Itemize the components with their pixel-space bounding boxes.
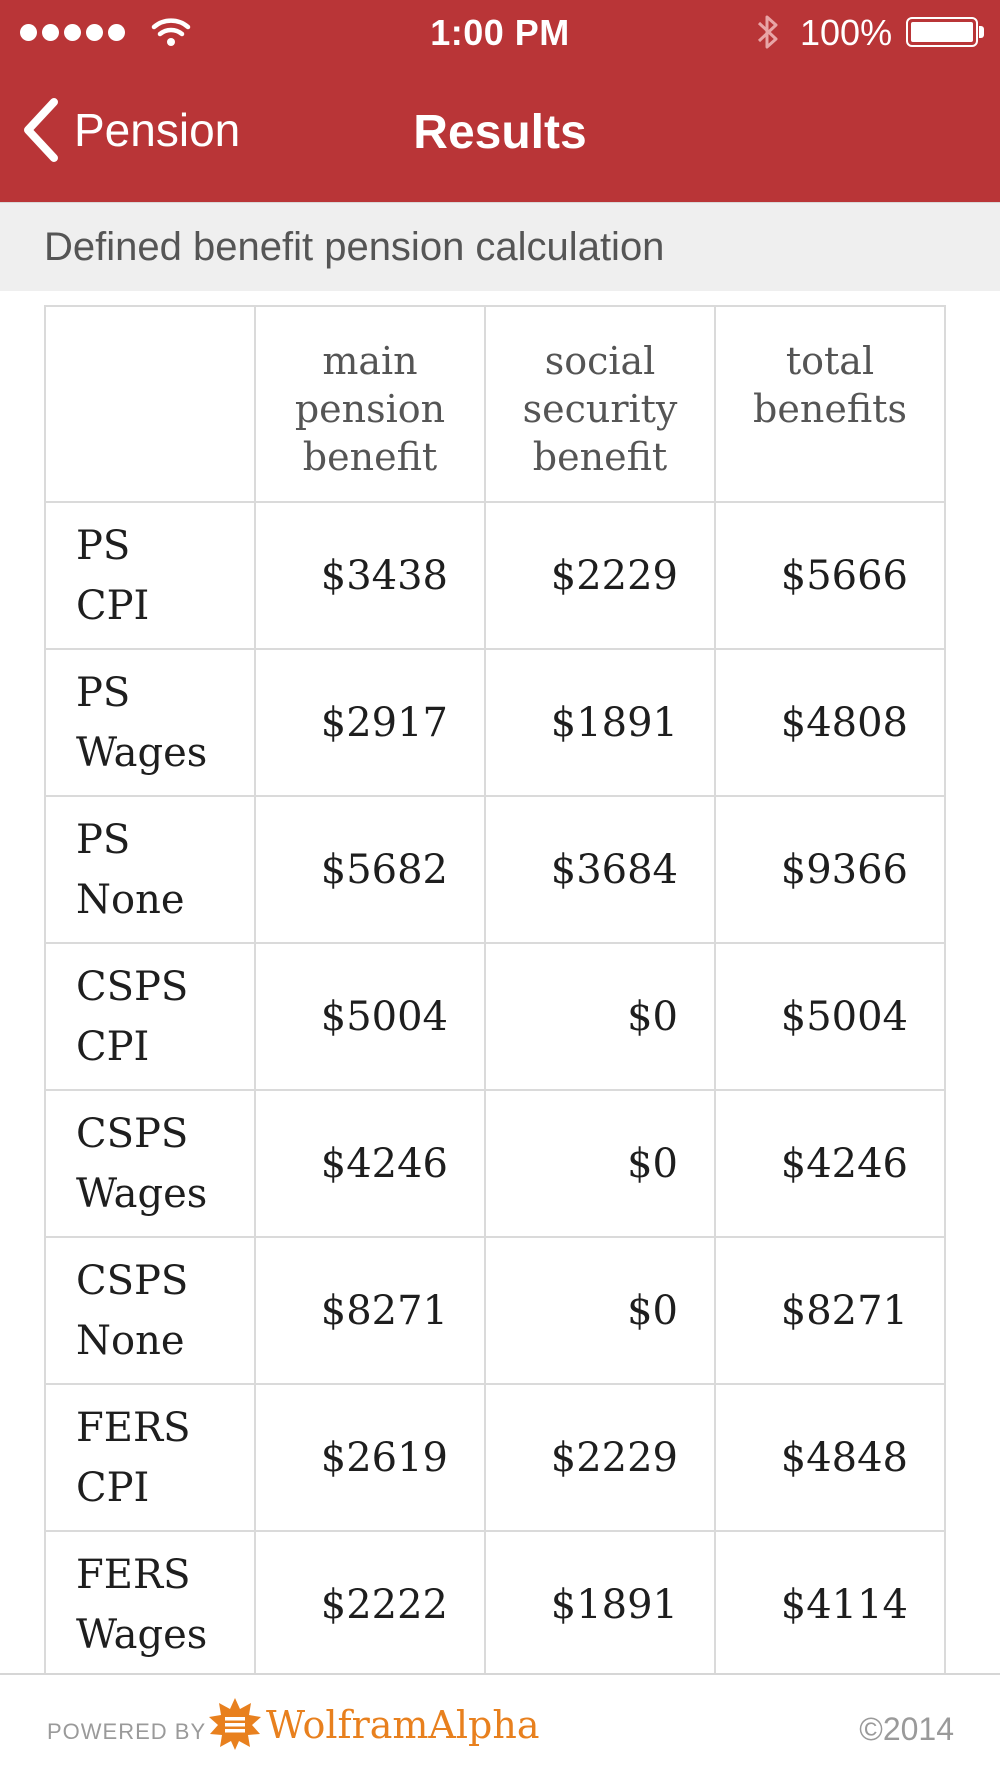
wolframalpha-logo-icon (209, 1698, 261, 1750)
total-benefits-cell: $9366 (714, 795, 946, 944)
main-pension-cell: $8271 (254, 1236, 486, 1385)
battery-icon (906, 17, 978, 47)
status-time: 1:00 PM (430, 12, 570, 53)
status-bar: 1:00 PM 100% (0, 0, 1000, 68)
app-header: 1:00 PM 100% Pension Results (0, 0, 1000, 202)
table-header-row: main pension benefit social security ben… (44, 305, 946, 503)
social-security-cell: $1891 (484, 1530, 716, 1679)
main-pension-cell: $4246 (254, 1089, 486, 1238)
page-title: Results (413, 106, 587, 159)
total-benefits-cell: $4114 (714, 1530, 946, 1679)
battery-percent: 100% (800, 12, 893, 53)
signal-strength-icon (20, 24, 125, 41)
social-security-cell: $0 (484, 1236, 716, 1385)
total-benefits-cell: $5004 (714, 942, 946, 1091)
total-benefits-cell: $4848 (714, 1383, 946, 1532)
social-security-cell: $2229 (484, 1383, 716, 1532)
total-benefits-cell: $4808 (714, 648, 946, 797)
row-label: PS CPI (44, 501, 256, 650)
main-pension-cell: $5682 (254, 795, 486, 944)
social-security-cell: $2229 (484, 501, 716, 650)
row-label: FERS CPI (44, 1383, 256, 1532)
row-label: CSPS Wages (44, 1089, 256, 1238)
section-header: Defined benefit pension calculation (0, 202, 1000, 291)
main-pension-cell: $2917 (254, 648, 486, 797)
column-header-empty (44, 305, 256, 503)
row-label: CSPS CPI (44, 942, 256, 1091)
back-label: Pension (74, 104, 241, 156)
table-row: CSPS Wages $4246 $0 $4246 (44, 1089, 946, 1238)
main-pension-cell: $3438 (254, 501, 486, 650)
total-benefits-cell: $4246 (714, 1089, 946, 1238)
table-row: PS None $5682 $3684 $9366 (44, 795, 946, 944)
total-benefits-cell: $8271 (714, 1236, 946, 1385)
column-header-total: total benefits (714, 305, 946, 503)
back-button[interactable]: Pension (20, 96, 240, 164)
social-security-cell: $3684 (484, 795, 716, 944)
column-header-social-security: social security benefit (484, 305, 716, 503)
table-row: FERS Wages $2222 $1891 $4114 (44, 1530, 946, 1679)
table-row: PS CPI $3438 $2229 $5666 (44, 501, 946, 650)
chevron-left-icon (24, 98, 58, 162)
total-benefits-cell: $5666 (714, 501, 946, 650)
copyright: ©2014 (859, 1711, 954, 1747)
footer: POWERED BY WolframAlpha ©2014 (0, 1673, 1000, 1780)
powered-by-label: POWERED BY (47, 1719, 207, 1744)
social-security-cell: $1891 (484, 648, 716, 797)
bluetooth-icon (757, 15, 778, 49)
social-security-cell: $0 (484, 1089, 716, 1238)
row-label: PS Wages (44, 648, 256, 797)
section-title: Defined benefit pension calculation (44, 225, 665, 269)
table-row: CSPS CPI $5004 $0 $5004 (44, 942, 946, 1091)
table-row: FERS CPI $2619 $2229 $4848 (44, 1383, 946, 1532)
main-pension-cell: $2222 (254, 1530, 486, 1679)
column-header-main-pension: main pension benefit (254, 305, 486, 503)
row-label: FERS Wages (44, 1530, 256, 1679)
wolframalpha-brand[interactable]: WolframAlpha (266, 1703, 540, 1747)
social-security-cell: $0 (484, 942, 716, 1091)
results-table: main pension benefit social security ben… (44, 305, 946, 1679)
main-pension-cell: $5004 (254, 942, 486, 1091)
wifi-icon (151, 18, 191, 46)
table-row: CSPS None $8271 $0 $8271 (44, 1236, 946, 1385)
table-row: PS Wages $2917 $1891 $4808 (44, 648, 946, 797)
main-pension-cell: $2619 (254, 1383, 486, 1532)
row-label: CSPS None (44, 1236, 256, 1385)
row-label: PS None (44, 795, 256, 944)
